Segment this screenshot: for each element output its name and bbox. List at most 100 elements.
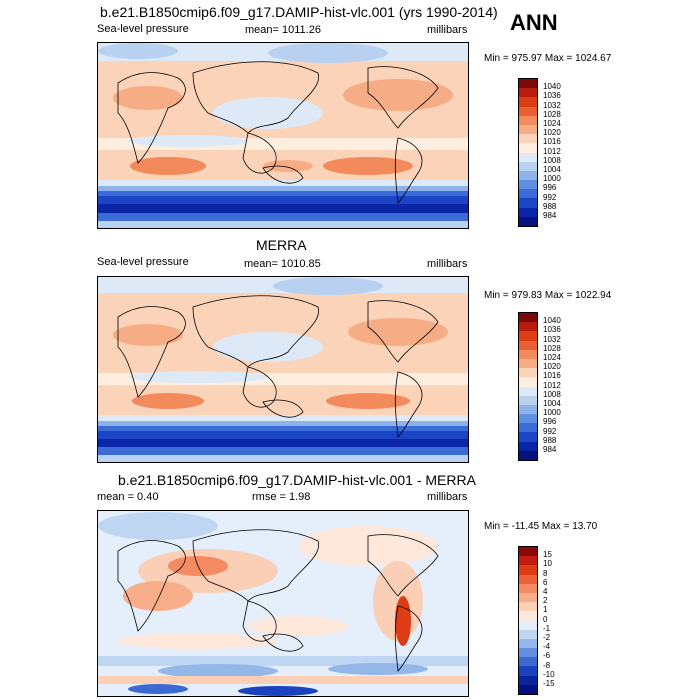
colorbar-tick-label: 984 [543,445,557,454]
colorbar-swatch [519,423,537,433]
colorbar-tick-label: 4 [543,587,548,596]
colorbar-swatch [519,216,537,226]
panel3-minmax: Min = -11.45 Max = 13.70 [484,521,598,532]
colorbar-swatch [519,180,537,190]
panel1-title: b.e21.B1850cmip6.f09_g17.DAMIP-hist-vlc.… [100,4,498,20]
colorbar-tick-label: 1028 [543,343,561,353]
colorbar-tick-label: 1000 [543,408,561,418]
panel3-colorbar [518,546,538,695]
colorbar-swatch [519,368,537,378]
colorbar-swatch [519,620,537,630]
colorbar-tick-label: 1004 [543,165,561,174]
colorbar-swatch [519,547,537,557]
colorbar-tick-label: 1016 [543,137,561,147]
colorbar-swatch [519,629,537,639]
colorbar-tick-label: 2 [543,596,548,606]
colorbar-tick-label: 1020 [543,362,561,372]
panel2-map [97,276,469,463]
colorbar-tick-label: 1032 [543,100,561,110]
colorbar-swatch [519,666,537,676]
colorbar-tick-label: 988 [543,201,557,211]
colorbar-tick-label: 1016 [543,371,561,381]
colorbar-swatch [519,432,537,442]
colorbar-tick-label: 1008 [543,155,561,165]
panel3-units: millibars [427,491,468,503]
colorbar-swatch [519,115,537,125]
colorbar-swatch [519,331,537,341]
colorbar-swatch [519,79,537,89]
colorbar-tick-label: 8 [543,568,548,578]
colorbar-swatch [519,556,537,566]
colorbar-swatch [519,395,537,405]
colorbar-swatch [519,574,537,584]
colorbar-swatch [519,657,537,667]
colorbar-tick-label: 1024 [543,353,561,362]
colorbar-swatch [519,684,537,694]
colorbar-swatch [519,97,537,107]
colorbar-swatch [519,161,537,171]
colorbar-tick-label: 996 [543,183,557,193]
colorbar-tick-label: 1024 [543,119,561,128]
colorbar-tick-label: -4 [543,642,551,652]
colorbar-swatch [519,583,537,593]
colorbar-tick-label: -2 [543,633,551,642]
colorbar-swatch [519,198,537,208]
colorbar-swatch [519,322,537,332]
colorbar-tick-label: 1036 [543,325,561,335]
colorbar-swatch [519,565,537,575]
colorbar-swatch [519,638,537,649]
colorbar-tick-label: 1008 [543,389,561,399]
colorbar-swatch [519,648,537,658]
colorbar-tick-label: 15 [543,550,552,560]
colorbar-swatch [519,611,537,621]
colorbar-swatch [519,143,537,153]
panel3-map [97,510,469,697]
panel1-units: millibars [427,24,468,36]
panel2-units: millibars [427,258,468,270]
panel2-title: MERRA [256,237,307,253]
colorbar-tick-label: -1 [543,623,551,633]
colorbar-swatch [519,124,537,135]
panel3-rmse: rmse = 1.98 [252,491,311,503]
colorbar-swatch [519,340,537,350]
panel3-mean: mean = 0.40 [97,491,159,503]
panel2-variable: Sea-level pressure [97,256,189,268]
colorbar-tick-label: 1000 [543,174,561,184]
colorbar-tick-label: 10 [543,559,552,569]
colorbar-swatch [519,358,537,369]
colorbar-swatch [519,441,537,451]
colorbar-swatch [519,386,537,396]
colorbar-swatch [519,675,537,685]
colorbar-tick-label: 1004 [543,399,561,408]
colorbar-swatch [519,349,537,359]
colorbar-tick-label: 992 [543,192,557,202]
colorbar-tick-label: 1040 [543,316,561,326]
panel1-minmax: Min = 975.97 Max = 1024.67 [484,53,612,64]
colorbar-swatch [519,88,537,98]
colorbar-tick-label: -10 [543,669,555,679]
colorbar-swatch [519,450,537,460]
colorbar-swatch [519,313,537,323]
colorbar-tick-label: -15 [543,679,555,688]
colorbar-tick-label: 1028 [543,109,561,119]
colorbar-tick-label: 996 [543,417,557,427]
colorbar-tick-label: 988 [543,435,557,445]
colorbar-tick-label: 1012 [543,380,561,390]
colorbar-swatch [519,152,537,162]
colorbar-swatch [519,189,537,199]
season-label: ANN [510,10,558,35]
colorbar-tick-label: 0 [543,614,548,624]
colorbar-tick-label: 1012 [543,146,561,156]
colorbar-swatch [519,134,537,144]
panel1-map [97,42,469,229]
colorbar-swatch [519,592,537,603]
panel3-map-field [98,511,468,696]
colorbar-swatch [519,404,537,415]
panel1-variable: Sea-level pressure [97,23,189,35]
panel1-colorbar [518,78,538,227]
panel1-map-field [98,43,468,228]
colorbar-swatch [519,377,537,387]
colorbar-tick-label: 1032 [543,334,561,344]
colorbar-tick-label: 1 [543,605,548,615]
colorbar-swatch [519,602,537,612]
